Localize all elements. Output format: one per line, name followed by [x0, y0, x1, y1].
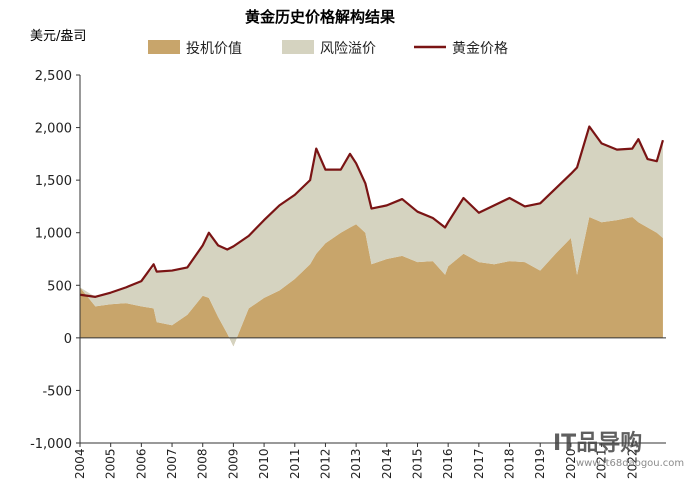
x-tick-label: 2010 — [257, 448, 271, 479]
plot-area — [79, 125, 664, 347]
series-line-gold-price — [79, 125, 664, 298]
y-tick-label: 2,500 — [35, 69, 72, 84]
x-tick-label: 2004 — [73, 448, 87, 479]
legend-swatch-risk-premium — [282, 40, 314, 54]
x-tick-label: 2018 — [503, 448, 517, 479]
x-tick-label: 2016 — [441, 448, 455, 479]
watermark-brand: IT品导购 — [553, 430, 642, 456]
y-tick-label: -500 — [42, 384, 72, 399]
x-tick-label: 2021 — [595, 448, 609, 479]
watermark: IT品导购 www.lt68daogou.com — [553, 430, 684, 469]
x-tick-label: 2013 — [349, 448, 363, 479]
x-tick-label: 2008 — [196, 448, 210, 479]
y-tick-label: 1,500 — [35, 174, 72, 189]
x-tick-label: 2017 — [472, 448, 486, 479]
x-tick-label: 2019 — [533, 448, 547, 479]
x-tick-label: 2005 — [104, 448, 118, 479]
y-tick-label: 500 — [47, 279, 72, 294]
chart-title: 黄金历史价格解构结果 — [245, 8, 396, 26]
x-tick-label: 2009 — [226, 448, 240, 479]
watermark-url: www.lt68daogou.com — [576, 458, 684, 469]
x-tick-label: 2020 — [564, 448, 578, 479]
y-axis-unit-label: 美元/盎司 — [30, 29, 86, 44]
x-tick-label: 2015 — [410, 448, 424, 479]
legend: 投机价值 风险溢价 黄金价格 — [148, 40, 508, 57]
x-tick-label: 2006 — [134, 448, 148, 479]
y-tick-label: 0 — [64, 332, 72, 347]
y-tick-label: 2,000 — [35, 122, 72, 137]
x-tick-label: 2022 — [625, 448, 639, 479]
y-tick-label: -1,000 — [30, 437, 72, 452]
x-tick-label: 2007 — [165, 448, 179, 479]
legend-label-gold-price: 黄金价格 — [452, 40, 508, 57]
x-tick-label: 2014 — [380, 448, 394, 479]
x-tick-label: 2011 — [288, 448, 302, 479]
legend-swatch-speculative-value — [148, 40, 180, 54]
series-area-speculative-value — [80, 216, 663, 347]
legend-label-risk-premium: 风险溢价 — [320, 41, 376, 57]
x-tick-label: 2012 — [318, 448, 332, 479]
legend-label-speculative-value: 投机价值 — [186, 41, 242, 57]
series-area-risk-premium — [80, 126, 663, 347]
y-tick-label: 1,000 — [35, 227, 72, 242]
